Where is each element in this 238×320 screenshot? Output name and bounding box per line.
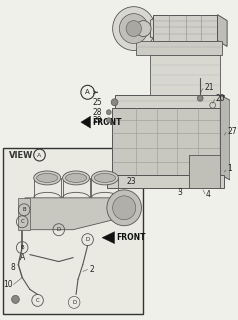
Ellipse shape bbox=[37, 173, 58, 182]
Polygon shape bbox=[107, 175, 224, 188]
Text: B: B bbox=[20, 245, 24, 250]
Ellipse shape bbox=[94, 173, 115, 182]
Text: C: C bbox=[20, 219, 24, 224]
Text: 10: 10 bbox=[3, 280, 13, 289]
Text: A: A bbox=[20, 253, 25, 262]
Circle shape bbox=[197, 95, 203, 101]
Text: 1: 1 bbox=[227, 164, 232, 173]
Polygon shape bbox=[114, 95, 224, 108]
Polygon shape bbox=[136, 41, 222, 55]
Text: 20: 20 bbox=[216, 94, 225, 103]
Text: 21: 21 bbox=[204, 83, 213, 92]
Text: 2: 2 bbox=[89, 265, 94, 274]
Ellipse shape bbox=[34, 171, 61, 185]
Polygon shape bbox=[153, 15, 218, 41]
Text: 29: 29 bbox=[92, 116, 102, 125]
Ellipse shape bbox=[91, 171, 118, 185]
Circle shape bbox=[113, 7, 155, 51]
Circle shape bbox=[119, 14, 148, 44]
Circle shape bbox=[106, 118, 111, 123]
Polygon shape bbox=[189, 155, 220, 188]
Text: 8: 8 bbox=[11, 263, 15, 272]
Polygon shape bbox=[150, 55, 220, 95]
Polygon shape bbox=[25, 198, 121, 230]
Circle shape bbox=[12, 295, 19, 303]
Text: D: D bbox=[57, 227, 61, 232]
Circle shape bbox=[111, 99, 118, 106]
Circle shape bbox=[107, 190, 141, 226]
Text: FRONT: FRONT bbox=[92, 118, 122, 127]
Text: 28: 28 bbox=[93, 108, 102, 117]
Polygon shape bbox=[3, 148, 144, 314]
Polygon shape bbox=[218, 15, 227, 46]
Circle shape bbox=[136, 20, 151, 36]
Text: 4: 4 bbox=[206, 190, 211, 199]
Circle shape bbox=[126, 20, 141, 36]
Circle shape bbox=[113, 196, 136, 220]
Text: 23: 23 bbox=[126, 177, 136, 187]
Text: D: D bbox=[72, 300, 76, 305]
Text: B: B bbox=[22, 207, 26, 212]
Polygon shape bbox=[112, 108, 220, 175]
Polygon shape bbox=[81, 116, 90, 128]
Text: FRONT: FRONT bbox=[116, 233, 146, 242]
Text: A: A bbox=[37, 153, 42, 157]
Text: D: D bbox=[85, 237, 90, 242]
Text: 25: 25 bbox=[92, 98, 102, 107]
Ellipse shape bbox=[65, 173, 87, 182]
Ellipse shape bbox=[63, 171, 89, 185]
Text: VIEW: VIEW bbox=[9, 150, 33, 160]
Text: C: C bbox=[36, 298, 40, 303]
Text: A: A bbox=[85, 89, 90, 95]
Text: 27: 27 bbox=[227, 127, 237, 136]
Polygon shape bbox=[220, 95, 230, 180]
Text: 3: 3 bbox=[177, 188, 182, 197]
Polygon shape bbox=[102, 232, 114, 244]
Polygon shape bbox=[18, 198, 30, 230]
Circle shape bbox=[106, 110, 111, 115]
